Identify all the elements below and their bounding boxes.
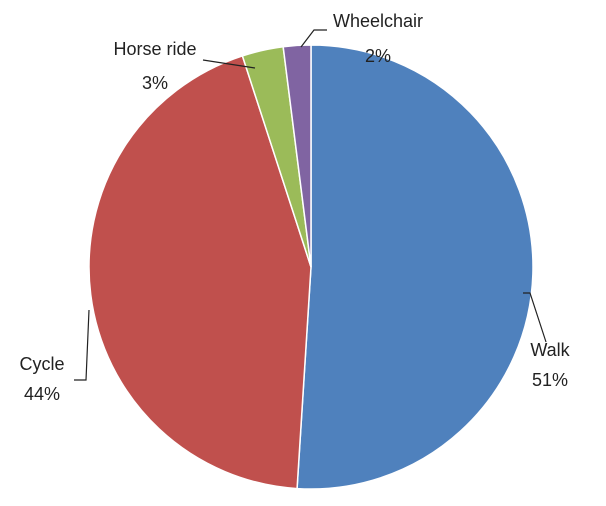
pie-slice bbox=[296, 44, 534, 490]
leader-line bbox=[300, 29, 327, 48]
pie-slice bbox=[282, 44, 312, 268]
value-label: 2% bbox=[365, 46, 391, 66]
category-label: Wheelchair bbox=[333, 11, 423, 31]
leader-line bbox=[523, 292, 547, 343]
category-label: Cycle bbox=[19, 354, 64, 374]
value-label: 3% bbox=[142, 73, 168, 93]
leader-line bbox=[74, 309, 90, 381]
value-label: 51% bbox=[532, 370, 568, 390]
leader-line bbox=[202, 59, 256, 69]
category-label: Walk bbox=[530, 340, 570, 360]
pie-slice bbox=[88, 54, 312, 490]
category-label: Horse ride bbox=[113, 39, 196, 59]
value-label: 44% bbox=[24, 384, 60, 404]
